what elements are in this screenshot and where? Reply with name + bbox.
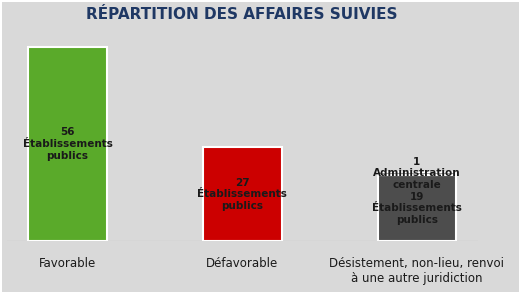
Bar [378,175,456,241]
Bar [203,147,281,241]
Text: 19
Établissements
publics: 19 Établissements publics [372,192,462,225]
Bar [378,172,456,175]
Bar [28,47,107,241]
Title: RÉPARTITION DES AFFAIRES SUIVIES: RÉPARTITION DES AFFAIRES SUIVIES [86,7,398,22]
Text: 27
Établissements
publics: 27 Établissements publics [197,178,287,211]
Text: 1
Administration
centrale: 1 Administration centrale [373,157,461,190]
Text: Favorable: Favorable [39,257,96,270]
Text: Défavorable: Défavorable [206,257,278,270]
Text: Désistement, non-lieu, renvoi
à une autre juridiction: Désistement, non-lieu, renvoi à une autr… [329,257,504,285]
Text: 56
Établissements
publics: 56 Établissements publics [23,127,112,161]
